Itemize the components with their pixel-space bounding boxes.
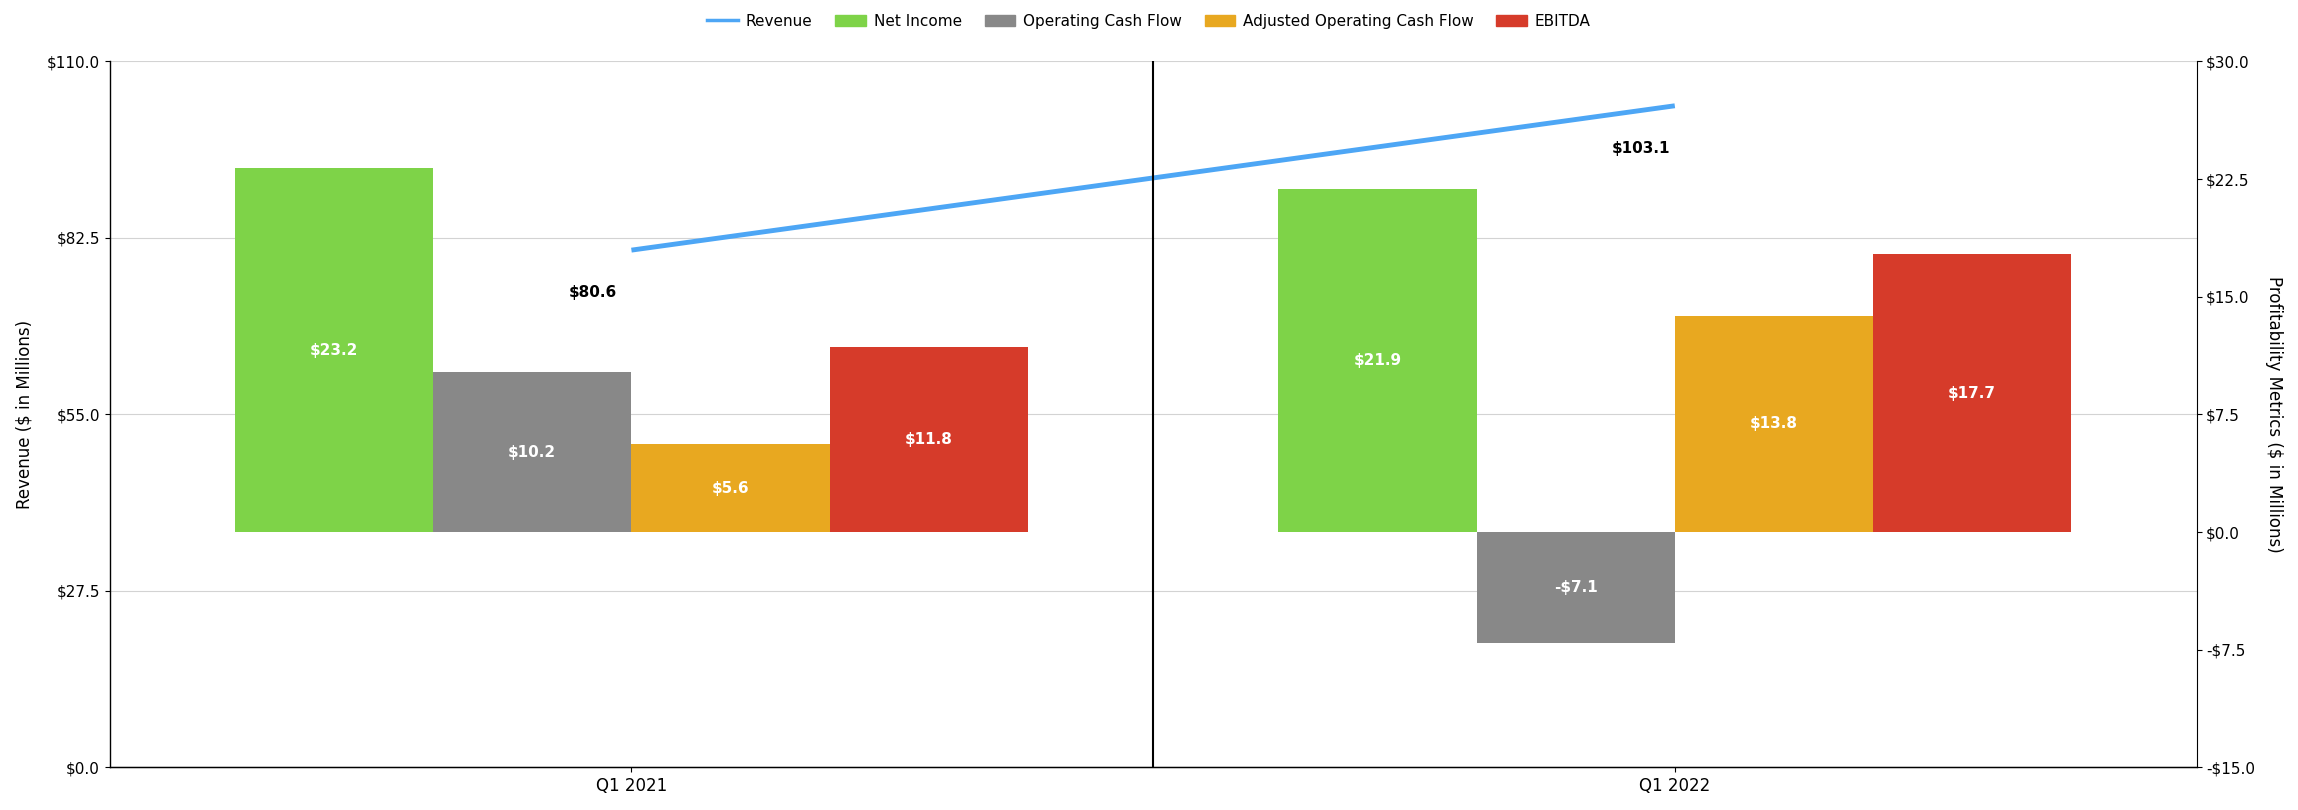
- Text: $11.8: $11.8: [905, 432, 954, 447]
- Bar: [632, 444, 830, 532]
- Text: $23.2: $23.2: [310, 343, 358, 357]
- Bar: [1278, 189, 1478, 532]
- Y-axis label: Revenue ($ in Millions): Revenue ($ in Millions): [16, 320, 32, 509]
- Text: $17.7: $17.7: [1949, 386, 1997, 401]
- Text: $80.6: $80.6: [570, 285, 618, 301]
- Text: $21.9: $21.9: [1354, 353, 1402, 368]
- Bar: [434, 372, 632, 532]
- Y-axis label: Profitability Metrics ($ in Millions): Profitability Metrics ($ in Millions): [2266, 276, 2282, 552]
- Bar: [234, 168, 434, 532]
- Bar: [1675, 316, 1873, 532]
- Text: $13.8: $13.8: [1751, 416, 1797, 431]
- Text: $103.1: $103.1: [1613, 141, 1671, 156]
- Legend: Revenue, Net Income, Operating Cash Flow, Adjusted Operating Cash Flow, EBITDA: Revenue, Net Income, Operating Cash Flow…: [701, 7, 1597, 35]
- Text: -$7.1: -$7.1: [1553, 580, 1597, 595]
- Text: $10.2: $10.2: [508, 445, 556, 459]
- Bar: [1873, 254, 2070, 532]
- Text: $5.6: $5.6: [712, 480, 749, 496]
- Bar: [830, 347, 1027, 532]
- Bar: [1478, 532, 1675, 643]
